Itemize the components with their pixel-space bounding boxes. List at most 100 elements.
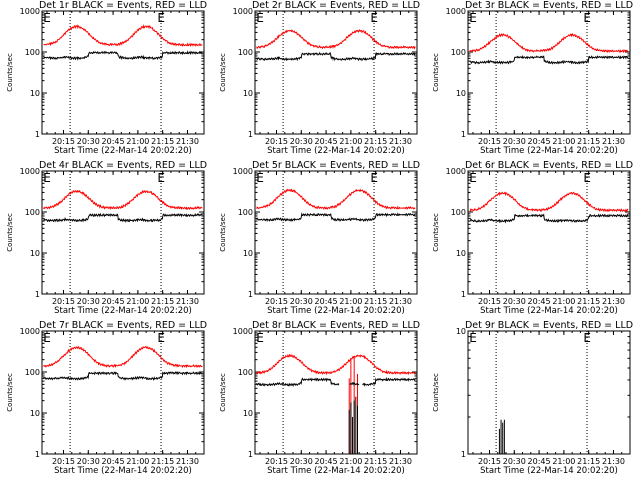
x-tick-label: 20:15: [265, 297, 288, 306]
x-tick-label: 21:30: [602, 297, 625, 306]
plot-frame: [467, 170, 631, 295]
y-axis-label: Counts/sec: [219, 53, 227, 92]
events-series-line: [469, 55, 629, 65]
lld-series-line: [469, 33, 629, 54]
x-tick-label: 20:30: [290, 137, 313, 146]
x-tick-label: 21:00: [126, 137, 149, 146]
lld-series-line: [43, 189, 203, 211]
y-tick-label: 10: [30, 409, 40, 418]
x-tick-label: 21:30: [176, 297, 199, 306]
y-tick-label: 1: [35, 130, 40, 139]
plot-frame: [254, 330, 418, 455]
panel-det-9: Det 9r BLACK = Events, RED = LLD 1 10 20:15…: [432, 320, 633, 476]
y-tick-label: 1000: [20, 167, 40, 176]
lld-series-line: [256, 353, 416, 376]
y-tick-label: 10: [456, 249, 466, 258]
panel-title: Det 3r BLACK = Events, RED = LLD: [465, 0, 633, 11]
x-tick-label: 20:30: [503, 137, 526, 146]
y-tick-label: 100: [25, 368, 40, 377]
lld-series-line: [256, 188, 416, 211]
x-tick-label: 20:15: [265, 457, 288, 466]
plot-frame: [467, 330, 631, 455]
y-axis-label: Counts/sec: [219, 213, 227, 252]
x-tick-label: 20:45: [528, 297, 551, 306]
lld-series-line: [43, 345, 203, 369]
y-tick-label: 1000: [233, 167, 253, 176]
panel-det-7: Det 7r BLACK = Events, RED = LLD 1 10 100 10…: [6, 320, 207, 476]
x-axis-label: Start Time (22-Mar-14 20:02:20): [54, 466, 192, 476]
x-tick-label: 21:00: [126, 457, 149, 466]
x-axis-label: Start Time (22-Mar-14 20:02:20): [54, 306, 192, 316]
x-tick-label: 20:45: [102, 137, 125, 146]
x-tick-label: 21:00: [339, 457, 362, 466]
x-tick-label: 20:45: [102, 457, 125, 466]
lld-series-line: [256, 29, 416, 50]
y-tick-label: 100: [25, 48, 40, 57]
x-tick-label: 20:45: [102, 297, 125, 306]
y-tick-label: 10: [243, 249, 253, 258]
x-tick-label: 21:00: [552, 297, 575, 306]
x-tick-label: 20:30: [503, 457, 526, 466]
x-tick-label: 21:00: [339, 137, 362, 146]
y-axis-label: Counts/sec: [6, 53, 14, 92]
plot-frame: [254, 10, 418, 135]
y-tick-label: 10: [30, 89, 40, 98]
x-tick-label: 20:15: [52, 457, 75, 466]
y-tick-label: 10: [456, 327, 466, 336]
panel-title: Det 1r BLACK = Events, RED = LLD: [39, 0, 207, 11]
x-tick-label: 20:15: [478, 297, 501, 306]
panel-det-6: Det 6r BLACK = Events, RED = LLD 1 10 100 10…: [432, 160, 633, 316]
x-tick-label: 21:15: [364, 457, 387, 466]
x-tick-label: 20:45: [528, 137, 551, 146]
e-marker: E: [256, 331, 264, 345]
y-tick-label: 1: [35, 450, 40, 459]
x-tick-label: 20:15: [478, 137, 501, 146]
e-marker: E: [43, 11, 51, 25]
x-tick-label: 21:15: [364, 297, 387, 306]
lld-series-line: [469, 191, 629, 213]
y-tick-label: 100: [238, 208, 253, 217]
x-tick-label: 21:30: [389, 457, 412, 466]
x-tick-label: 21:15: [151, 457, 174, 466]
panel-title: Det 8r BLACK = Events, RED = LLD: [252, 320, 420, 331]
plot-frame: [41, 10, 205, 135]
y-axis-label: Counts/sec: [432, 373, 440, 412]
panel-det-2: Det 2r BLACK = Events, RED = LLD 1 10 100 10…: [219, 0, 420, 156]
plot-frame: [41, 170, 205, 295]
x-tick-label: 20:45: [528, 457, 551, 466]
plot-frame: [41, 330, 205, 455]
y-tick-label: 100: [238, 48, 253, 57]
y-tick-label: 1: [461, 290, 466, 299]
x-axis-label: Start Time (22-Mar-14 20:02:20): [480, 146, 618, 156]
x-tick-label: 21:15: [577, 297, 600, 306]
e-marker: E: [43, 171, 51, 185]
x-tick-label: 21:00: [339, 297, 362, 306]
e-marker: E: [583, 331, 591, 345]
x-tick-label: 20:45: [315, 137, 338, 146]
x-axis-label: Start Time (22-Mar-14 20:02:20): [267, 306, 405, 316]
y-tick-label: 1000: [20, 327, 40, 336]
e-marker: E: [370, 11, 378, 25]
x-tick-label: 21:15: [577, 137, 600, 146]
y-tick-label: 1: [248, 130, 253, 139]
y-tick-label: 10: [243, 409, 253, 418]
y-axis-label: Counts/sec: [219, 373, 227, 412]
e-marker: E: [256, 11, 264, 25]
y-tick-label: 1: [35, 290, 40, 299]
y-axis-label: Counts/sec: [432, 53, 440, 92]
x-axis-label: Start Time (22-Mar-14 20:02:20): [480, 466, 618, 476]
e-marker: E: [469, 11, 477, 25]
x-tick-label: 20:30: [77, 297, 100, 306]
y-tick-label: 1: [248, 290, 253, 299]
y-tick-label: 1000: [233, 7, 253, 16]
x-tick-label: 21:00: [126, 297, 149, 306]
e-marker: E: [469, 171, 477, 185]
events-series-line: [43, 212, 203, 223]
x-tick-label: 20:15: [478, 457, 501, 466]
y-tick-label: 1000: [20, 7, 40, 16]
panel-det-3: Det 3r BLACK = Events, RED = LLD 1 10 100 10…: [432, 0, 633, 156]
events-series-line: [256, 51, 416, 62]
x-tick-label: 20:30: [290, 457, 313, 466]
e-marker: E: [157, 331, 165, 345]
